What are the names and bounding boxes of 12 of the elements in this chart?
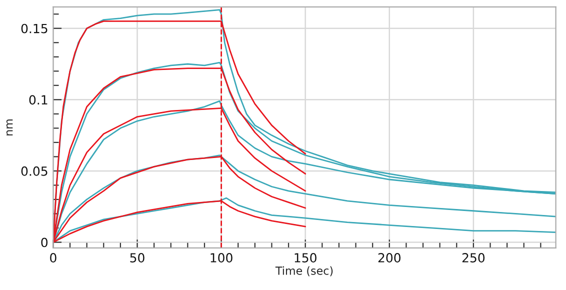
x-tick-label: 0 xyxy=(50,253,56,262)
x-axis-title: Time (sec) xyxy=(275,266,333,276)
x-tick-label: 100 xyxy=(210,253,232,262)
y-tick-label: 0.05 xyxy=(21,166,48,176)
y-axis-title: nm xyxy=(6,119,13,136)
x-tick-label: 200 xyxy=(378,253,400,262)
x-tick-label: 50 xyxy=(130,253,144,262)
y-tick-label: 0 xyxy=(41,238,48,248)
y-tick-label: 0.1 xyxy=(29,95,48,105)
y-tick-label: 0.15 xyxy=(21,24,48,34)
x-tick-label: 150 xyxy=(294,253,316,262)
x-tick-label: 250 xyxy=(462,253,485,262)
